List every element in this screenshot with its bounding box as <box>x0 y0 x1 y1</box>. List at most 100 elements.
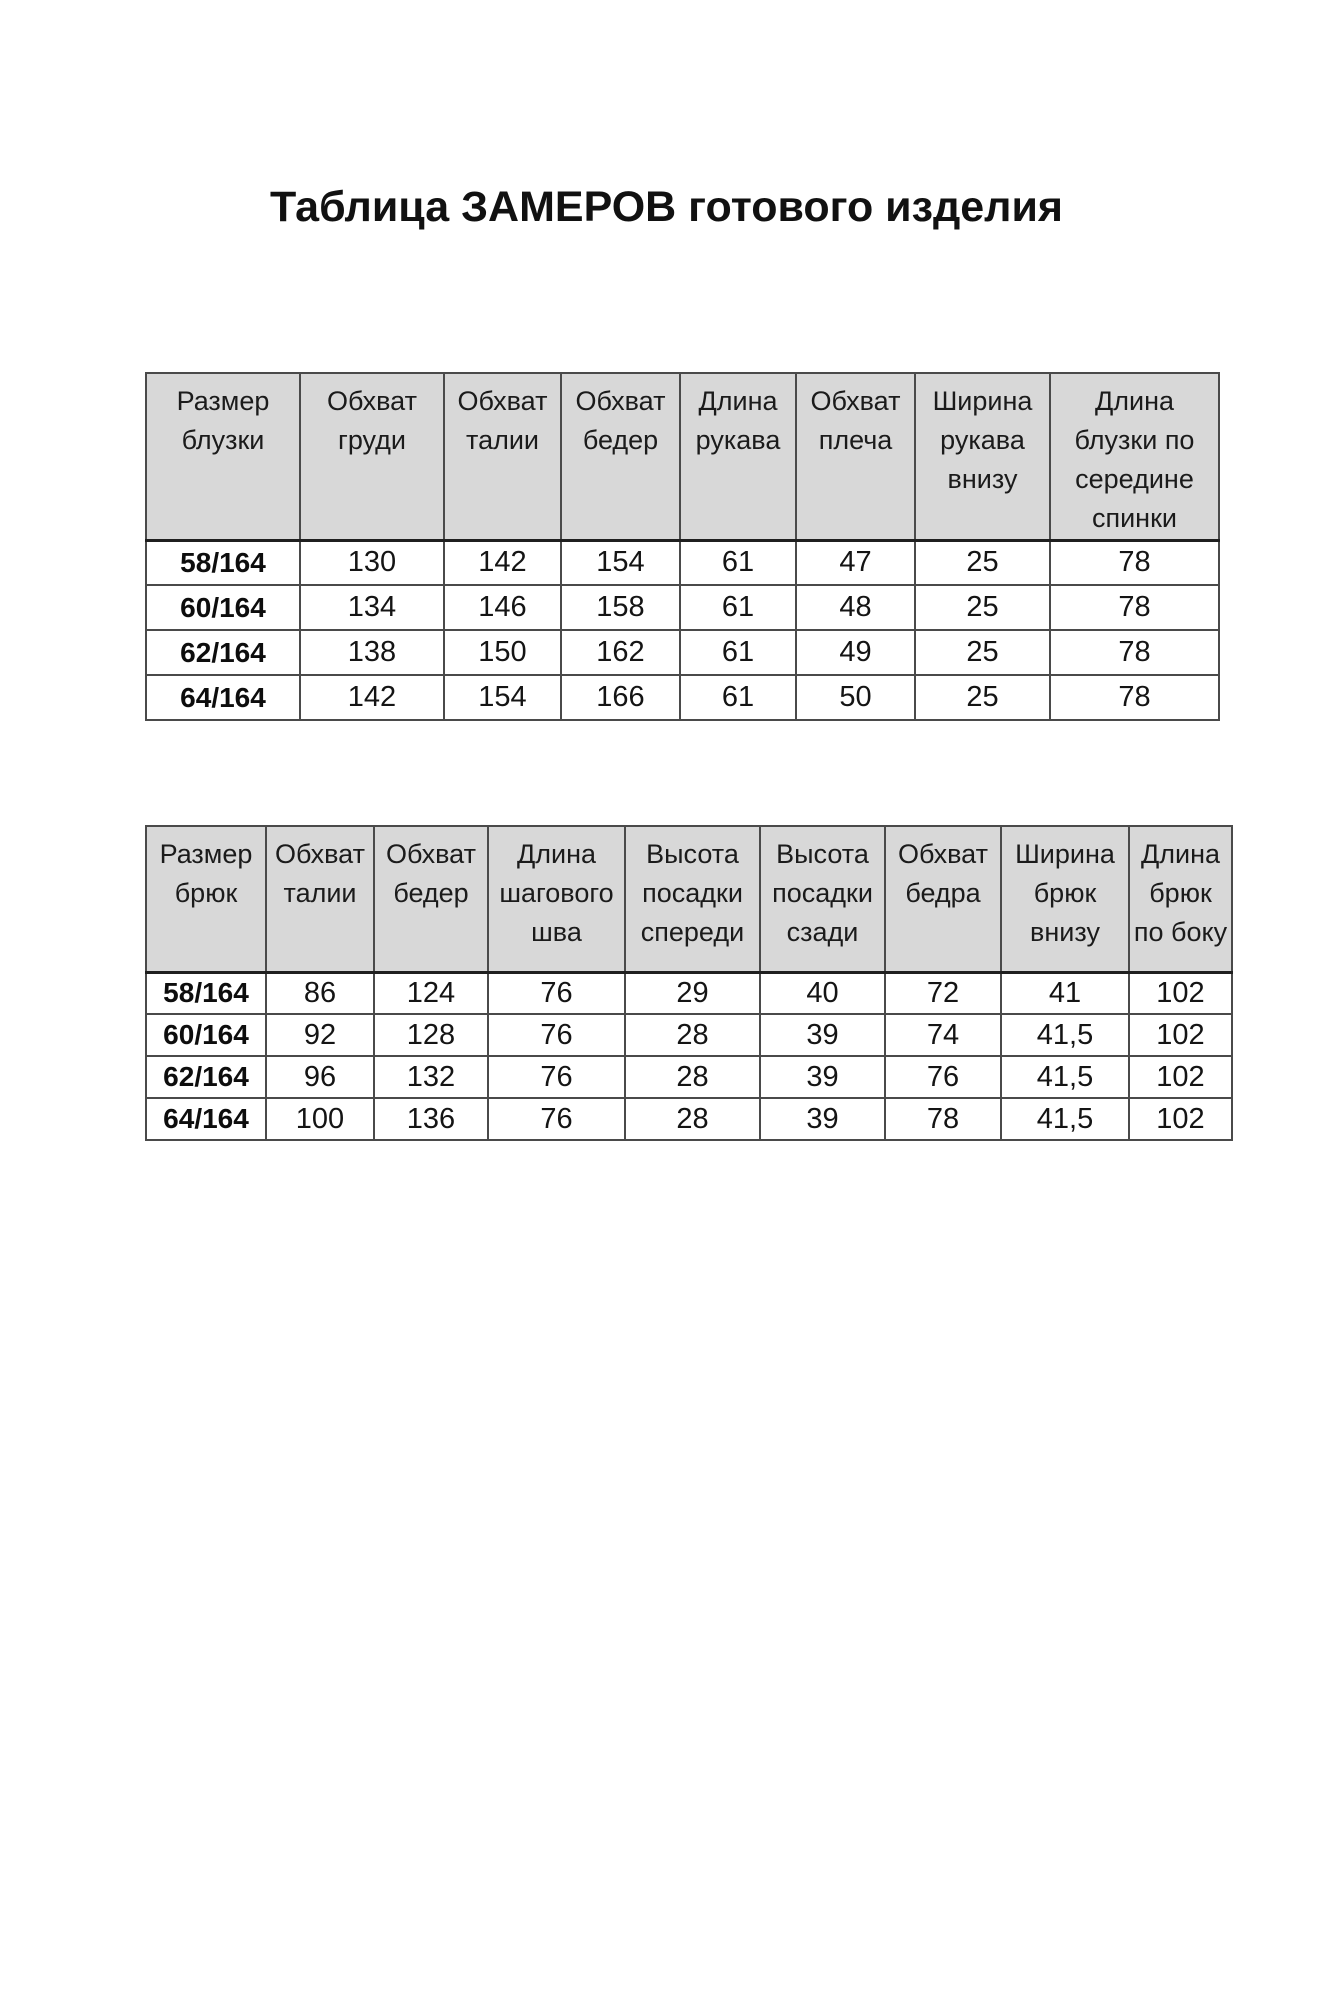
table-cell: 102 <box>1128 1055 1233 1099</box>
table-cell: 162 <box>560 629 681 677</box>
table-cell: 102 <box>1128 971 1233 1015</box>
table-row: 64/164 142 154 166 61 50 25 78 <box>145 674 1220 722</box>
table-cell: 100 <box>265 1097 375 1141</box>
table-cell: 166 <box>560 674 681 722</box>
blouse-header-row: Размер блузки Обхват груди Обхват талии … <box>145 371 1220 542</box>
table-cell: 61 <box>679 539 797 587</box>
table-cell: 48 <box>795 584 916 632</box>
table-cell: 41,5 <box>1000 1055 1130 1099</box>
table-cell: 40 <box>759 971 886 1015</box>
blouse-table: Размер блузки Обхват груди Обхват талии … <box>145 371 1220 722</box>
trousers-header-row: Размер брюк Обхват талии Обхват бедер Дл… <box>145 825 1233 974</box>
table-cell: 150 <box>443 629 562 677</box>
table-cell: 78 <box>1049 674 1220 722</box>
table-cell: 25 <box>914 674 1051 722</box>
table-cell: 78 <box>1049 539 1220 587</box>
size-cell: 60/164 <box>145 1013 267 1057</box>
table-cell: 102 <box>1128 1013 1233 1057</box>
table-cell: 74 <box>884 1013 1002 1057</box>
table-row: 58/164 130 142 154 61 47 25 78 <box>145 539 1220 587</box>
table-cell: 130 <box>299 539 445 587</box>
table-cell: 28 <box>624 1055 761 1099</box>
size-cell: 64/164 <box>145 1097 267 1141</box>
table-cell: 154 <box>443 674 562 722</box>
size-cell: 64/164 <box>145 674 301 722</box>
table-cell: 76 <box>884 1055 1002 1099</box>
table-cell: 39 <box>759 1097 886 1141</box>
table-cell: 39 <box>759 1013 886 1057</box>
table-row: 62/164 96 132 76 28 39 76 41,5 102 <box>145 1055 1233 1099</box>
header-cell: Обхват талии <box>265 825 375 974</box>
table-cell: 25 <box>914 539 1051 587</box>
table-cell: 78 <box>1049 584 1220 632</box>
table-cell: 72 <box>884 971 1002 1015</box>
size-cell: 62/164 <box>145 629 301 677</box>
table-cell: 142 <box>443 539 562 587</box>
header-cell: Обхват плеча <box>795 371 916 542</box>
size-cell: 58/164 <box>145 539 301 587</box>
header-cell: Обхват бедер <box>373 825 489 974</box>
header-cell: Обхват бедер <box>560 371 681 542</box>
table-cell: 124 <box>373 971 489 1015</box>
table-cell: 102 <box>1128 1097 1233 1141</box>
size-cell: 60/164 <box>145 584 301 632</box>
table-cell: 96 <box>265 1055 375 1099</box>
header-cell: Обхват талии <box>443 371 562 542</box>
table-cell: 76 <box>487 1013 626 1057</box>
header-cell: Размер брюк <box>145 825 267 974</box>
table-cell: 49 <box>795 629 916 677</box>
table-cell: 86 <box>265 971 375 1015</box>
header-cell: Высота посадки спереди <box>624 825 761 974</box>
table-cell: 28 <box>624 1013 761 1057</box>
table-cell: 28 <box>624 1097 761 1141</box>
blouse-measurements-table: Размер блузки Обхват груди Обхват талии … <box>145 371 1220 722</box>
table-cell: 132 <box>373 1055 489 1099</box>
header-cell: Длина шагового шва <box>487 825 626 974</box>
table-cell: 134 <box>299 584 445 632</box>
table-cell: 128 <box>373 1013 489 1057</box>
table-cell: 142 <box>299 674 445 722</box>
table-cell: 136 <box>373 1097 489 1141</box>
size-cell: 58/164 <box>145 971 267 1015</box>
table-cell: 29 <box>624 971 761 1015</box>
header-cell: Длина блузки по середине спинки <box>1049 371 1220 542</box>
table-cell: 39 <box>759 1055 886 1099</box>
table-cell: 41 <box>1000 971 1130 1015</box>
table-row: 62/164 138 150 162 61 49 25 78 <box>145 629 1220 677</box>
table-cell: 61 <box>679 629 797 677</box>
table-row: 60/164 92 128 76 28 39 74 41,5 102 <box>145 1013 1233 1057</box>
table-cell: 25 <box>914 629 1051 677</box>
header-cell: Ширина рукава внизу <box>914 371 1051 542</box>
header-cell: Обхват бедра <box>884 825 1002 974</box>
table-cell: 76 <box>487 971 626 1015</box>
header-cell: Ширина брюк внизу <box>1000 825 1130 974</box>
table-row: 64/164 100 136 76 28 39 78 41,5 102 <box>145 1097 1233 1141</box>
table-cell: 78 <box>884 1097 1002 1141</box>
size-cell: 62/164 <box>145 1055 267 1099</box>
document-title: Таблица ЗАМЕРОВ готового изделия <box>269 183 1064 231</box>
table-row: 58/164 86 124 76 29 40 72 41 102 <box>145 971 1233 1015</box>
table-cell: 61 <box>679 674 797 722</box>
table-cell: 61 <box>679 584 797 632</box>
table-cell: 76 <box>487 1097 626 1141</box>
header-cell: Длина брюк по боку <box>1128 825 1233 974</box>
header-cell: Размер блузки <box>145 371 301 542</box>
table-cell: 158 <box>560 584 681 632</box>
trousers-measurements-table: Размер брюк Обхват талии Обхват бедер Дл… <box>145 825 1233 1141</box>
table-cell: 138 <box>299 629 445 677</box>
header-cell: Обхват груди <box>299 371 445 542</box>
table-cell: 92 <box>265 1013 375 1057</box>
table-cell: 47 <box>795 539 916 587</box>
table-cell: 41,5 <box>1000 1097 1130 1141</box>
trousers-table: Размер брюк Обхват талии Обхват бедер Дл… <box>145 825 1233 1141</box>
header-cell: Высота посадки сзади <box>759 825 886 974</box>
table-cell: 50 <box>795 674 916 722</box>
table-row: 60/164 134 146 158 61 48 25 78 <box>145 584 1220 632</box>
table-cell: 154 <box>560 539 681 587</box>
table-cell: 76 <box>487 1055 626 1099</box>
table-cell: 25 <box>914 584 1051 632</box>
header-cell: Длина рукава <box>679 371 797 542</box>
table-cell: 41,5 <box>1000 1013 1130 1057</box>
table-cell: 78 <box>1049 629 1220 677</box>
